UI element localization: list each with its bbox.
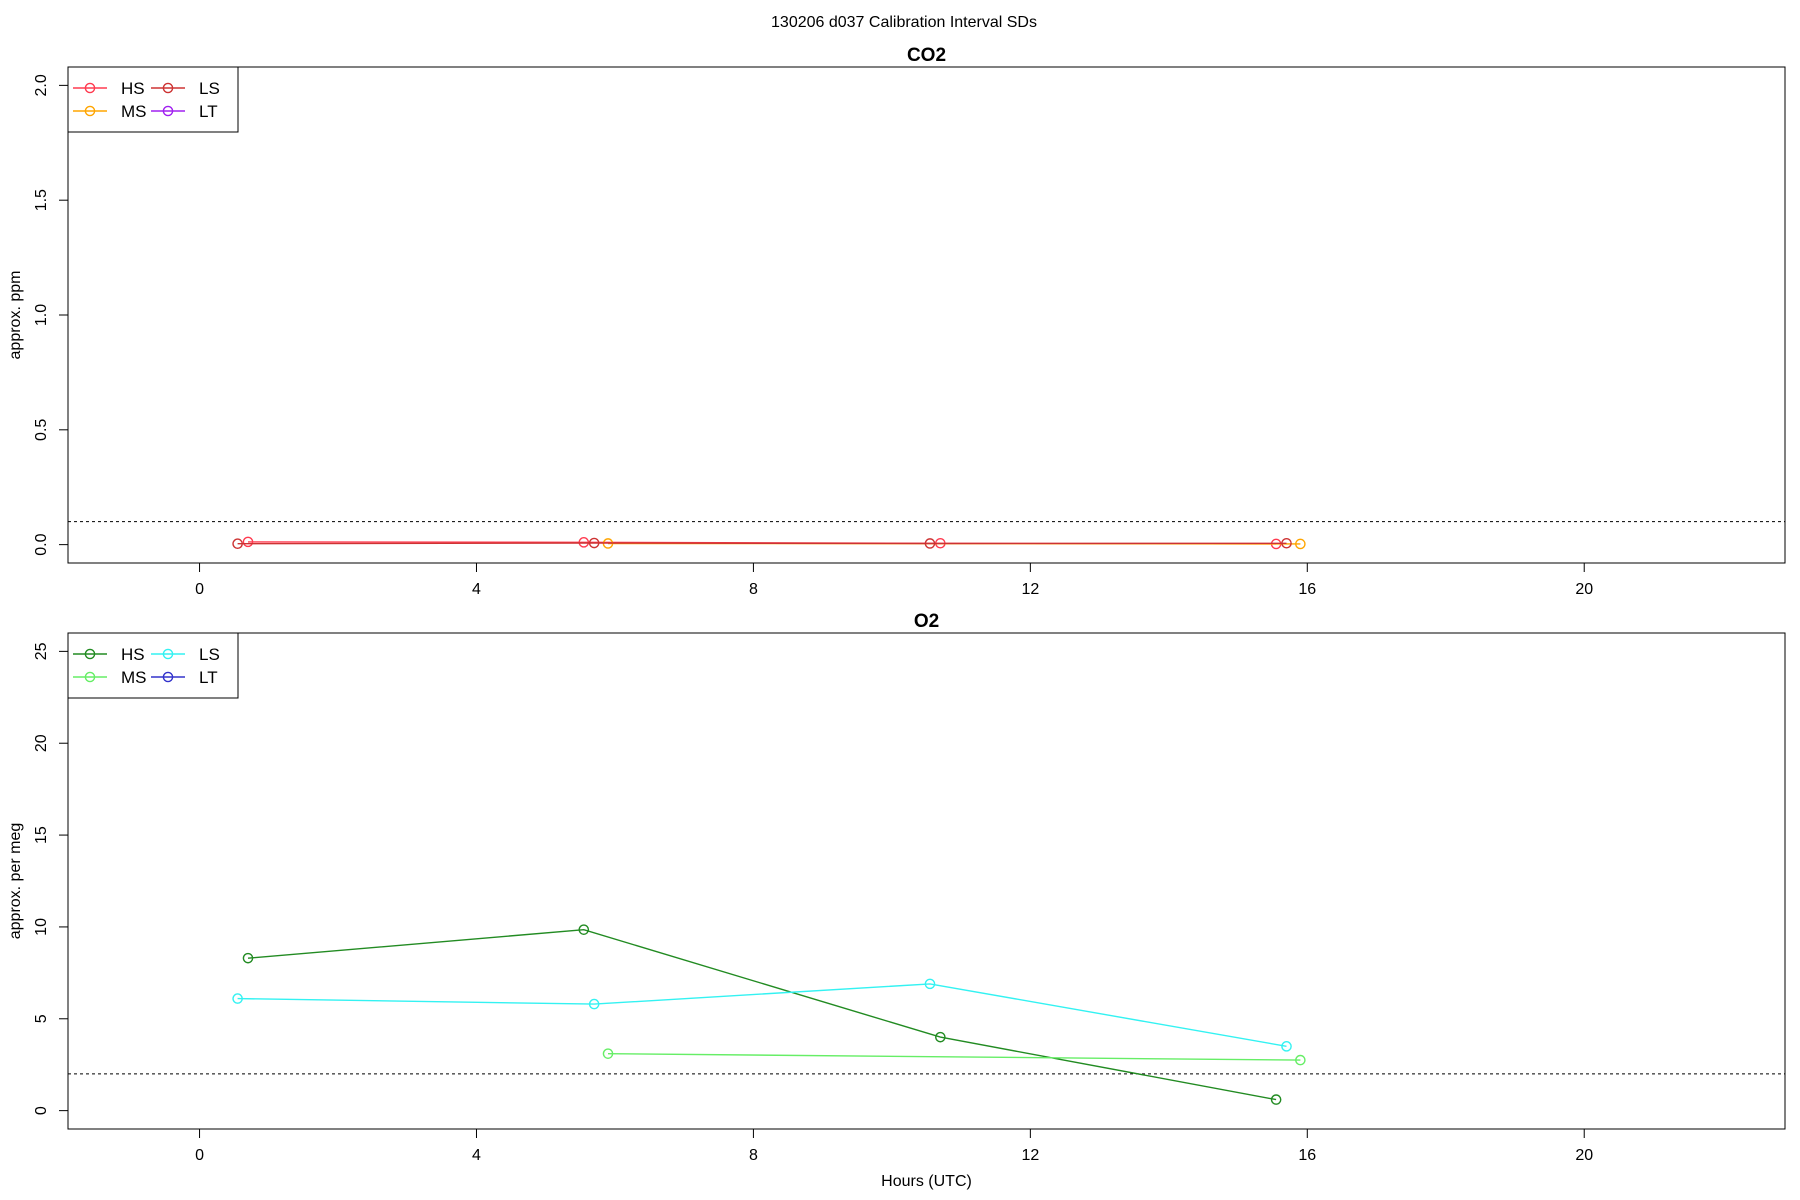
panel-o2-legend-marker-ms <box>84 671 96 683</box>
panel-o2-y-axis-label: approx. per meg <box>7 823 24 940</box>
panel-o2-series-line-ms <box>607 1052 1301 1061</box>
panel-o2-legend-marker-hs <box>84 648 96 660</box>
panel-o2-point-hs <box>935 1031 946 1043</box>
panel-o2-legend-label-lt: LT <box>199 668 218 687</box>
panel-o2-legend-marker-lt <box>162 671 174 683</box>
panel-co2-legend-label-ls: LS <box>199 79 220 98</box>
panel-co2-legend-marker-lt <box>162 105 174 117</box>
panel-co2-frame <box>67 66 1786 564</box>
panel-o2-x-tick-label: 0 <box>195 1147 204 1164</box>
panel-o2-y-tick-label: 5 <box>33 1014 50 1023</box>
panel-co2-point-ls <box>924 538 936 549</box>
panel-o2-series-line-ls <box>237 983 1287 1047</box>
panel-co2-point-ls <box>588 537 600 549</box>
panel-o2-frame <box>67 632 1786 1130</box>
panel-o2-x-axis-label: Hours (UTC) <box>881 1173 972 1190</box>
panel-co2-x-tick-label: 16 <box>1298 581 1316 598</box>
panel-o2-y-tick-label: 20 <box>33 734 50 752</box>
panel-co2-legend-marker-ms <box>84 105 96 117</box>
panel-o2-x-tick-label: 12 <box>1021 1147 1039 1164</box>
panel-co2-x-tick-label: 4 <box>472 581 481 598</box>
panel-o2-point-ls <box>1281 1041 1292 1052</box>
panel-co2-y-tick-label: 1.5 <box>33 189 50 211</box>
panel-o2-y-tick-label: 0 <box>33 1106 50 1115</box>
panel-o2-point-hs <box>242 952 254 964</box>
panel-o2-point-hs <box>578 924 590 935</box>
panel-o2-x-tick-label: 16 <box>1298 1147 1316 1164</box>
panel-co2-legend-marker-ls <box>162 82 174 94</box>
panel-co2-x-tick-label: 0 <box>195 581 204 598</box>
panel-o2-point-ls <box>924 978 936 990</box>
panel-o2-legend-label-hs: HS <box>121 645 145 664</box>
panel-co2-legend-label-ms: MS <box>121 102 147 121</box>
panel-co2-y-tick-label: 0.0 <box>33 533 50 555</box>
panel-co2-point-ls <box>1281 537 1292 549</box>
panel-o2-x-tick-label: 20 <box>1575 1147 1593 1164</box>
panel-co2-x-tick-label: 8 <box>749 581 758 598</box>
panel-o2-x-tick-label: 4 <box>472 1147 481 1164</box>
panel-co2-y-tick-label: 2.0 <box>33 74 50 96</box>
panel-co2-legend-box <box>67 66 239 133</box>
panel-co2-legend-label-lt: LT <box>199 102 218 121</box>
panel-o2-y-tick-label: 25 <box>33 642 50 660</box>
panel-o2-title: O2 <box>914 611 939 632</box>
panel-co2-y-axis-label: approx. ppm <box>7 271 24 360</box>
panel-o2-point-hs <box>1270 1094 1282 1105</box>
figure-title: 130206 d037 Calibration Interval SDs <box>771 14 1037 31</box>
panel-o2-x-tick-label: 8 <box>749 1147 758 1164</box>
panel-co2-point-ls <box>232 538 243 550</box>
panel-o2-legend-label-ls: LS <box>199 645 220 664</box>
panel-o2-legend-label-ms: MS <box>121 668 147 687</box>
panel-o2-legend-marker-ls <box>162 648 174 660</box>
panel-o2-y-tick-label: 10 <box>33 918 50 936</box>
panel-co2-legend-marker-hs <box>84 82 96 94</box>
panel-co2-y-tick-label: 1.0 <box>33 304 50 326</box>
panel-co2-point-hs <box>242 536 254 548</box>
panel-co2-x-tick-label: 12 <box>1021 581 1039 598</box>
panel-o2-y-tick-label: 15 <box>33 826 50 844</box>
panel-o2-point-ms <box>602 1048 614 1059</box>
panel-o2-point-ls <box>588 998 600 1010</box>
panel-o2-point-ls <box>232 993 243 1004</box>
panel-co2-legend-label-hs: HS <box>121 79 145 98</box>
panel-co2-point-ms <box>1295 538 1306 550</box>
panel-co2-series-line-ls <box>237 542 1287 545</box>
panel-o2-point-ms <box>1295 1054 1306 1066</box>
panel-o2-legend-box <box>67 632 239 699</box>
panel-o2-series-line-hs <box>247 928 1277 1101</box>
panel-co2-title: CO2 <box>907 45 946 66</box>
panel-co2-x-tick-label: 20 <box>1575 581 1593 598</box>
panel-co2-y-tick-label: 0.5 <box>33 419 50 441</box>
